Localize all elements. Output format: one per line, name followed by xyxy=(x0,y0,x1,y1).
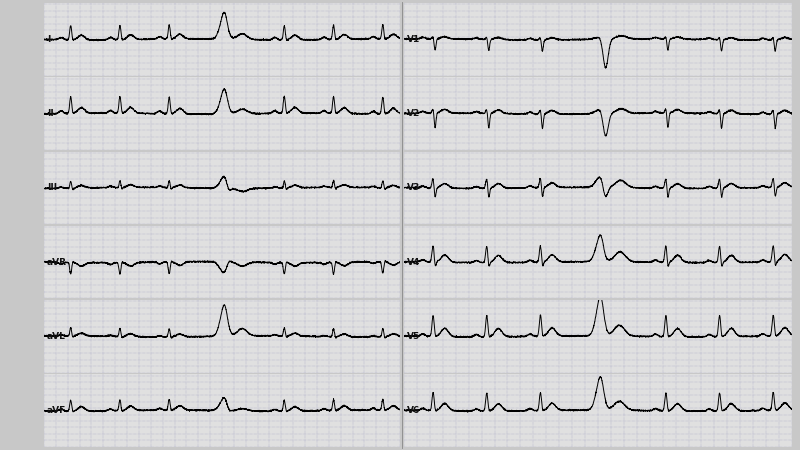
Text: V1: V1 xyxy=(407,35,420,44)
Text: V3: V3 xyxy=(407,184,420,193)
Text: aVF: aVF xyxy=(47,406,66,415)
Text: V5: V5 xyxy=(407,332,420,341)
Text: II: II xyxy=(47,109,54,118)
Text: V6: V6 xyxy=(407,406,420,415)
Text: aVL: aVL xyxy=(47,332,66,341)
Text: I: I xyxy=(47,35,50,44)
Text: aVR: aVR xyxy=(47,257,67,266)
Text: V4: V4 xyxy=(407,257,421,266)
Text: III: III xyxy=(47,184,57,193)
Text: V2: V2 xyxy=(407,109,420,118)
